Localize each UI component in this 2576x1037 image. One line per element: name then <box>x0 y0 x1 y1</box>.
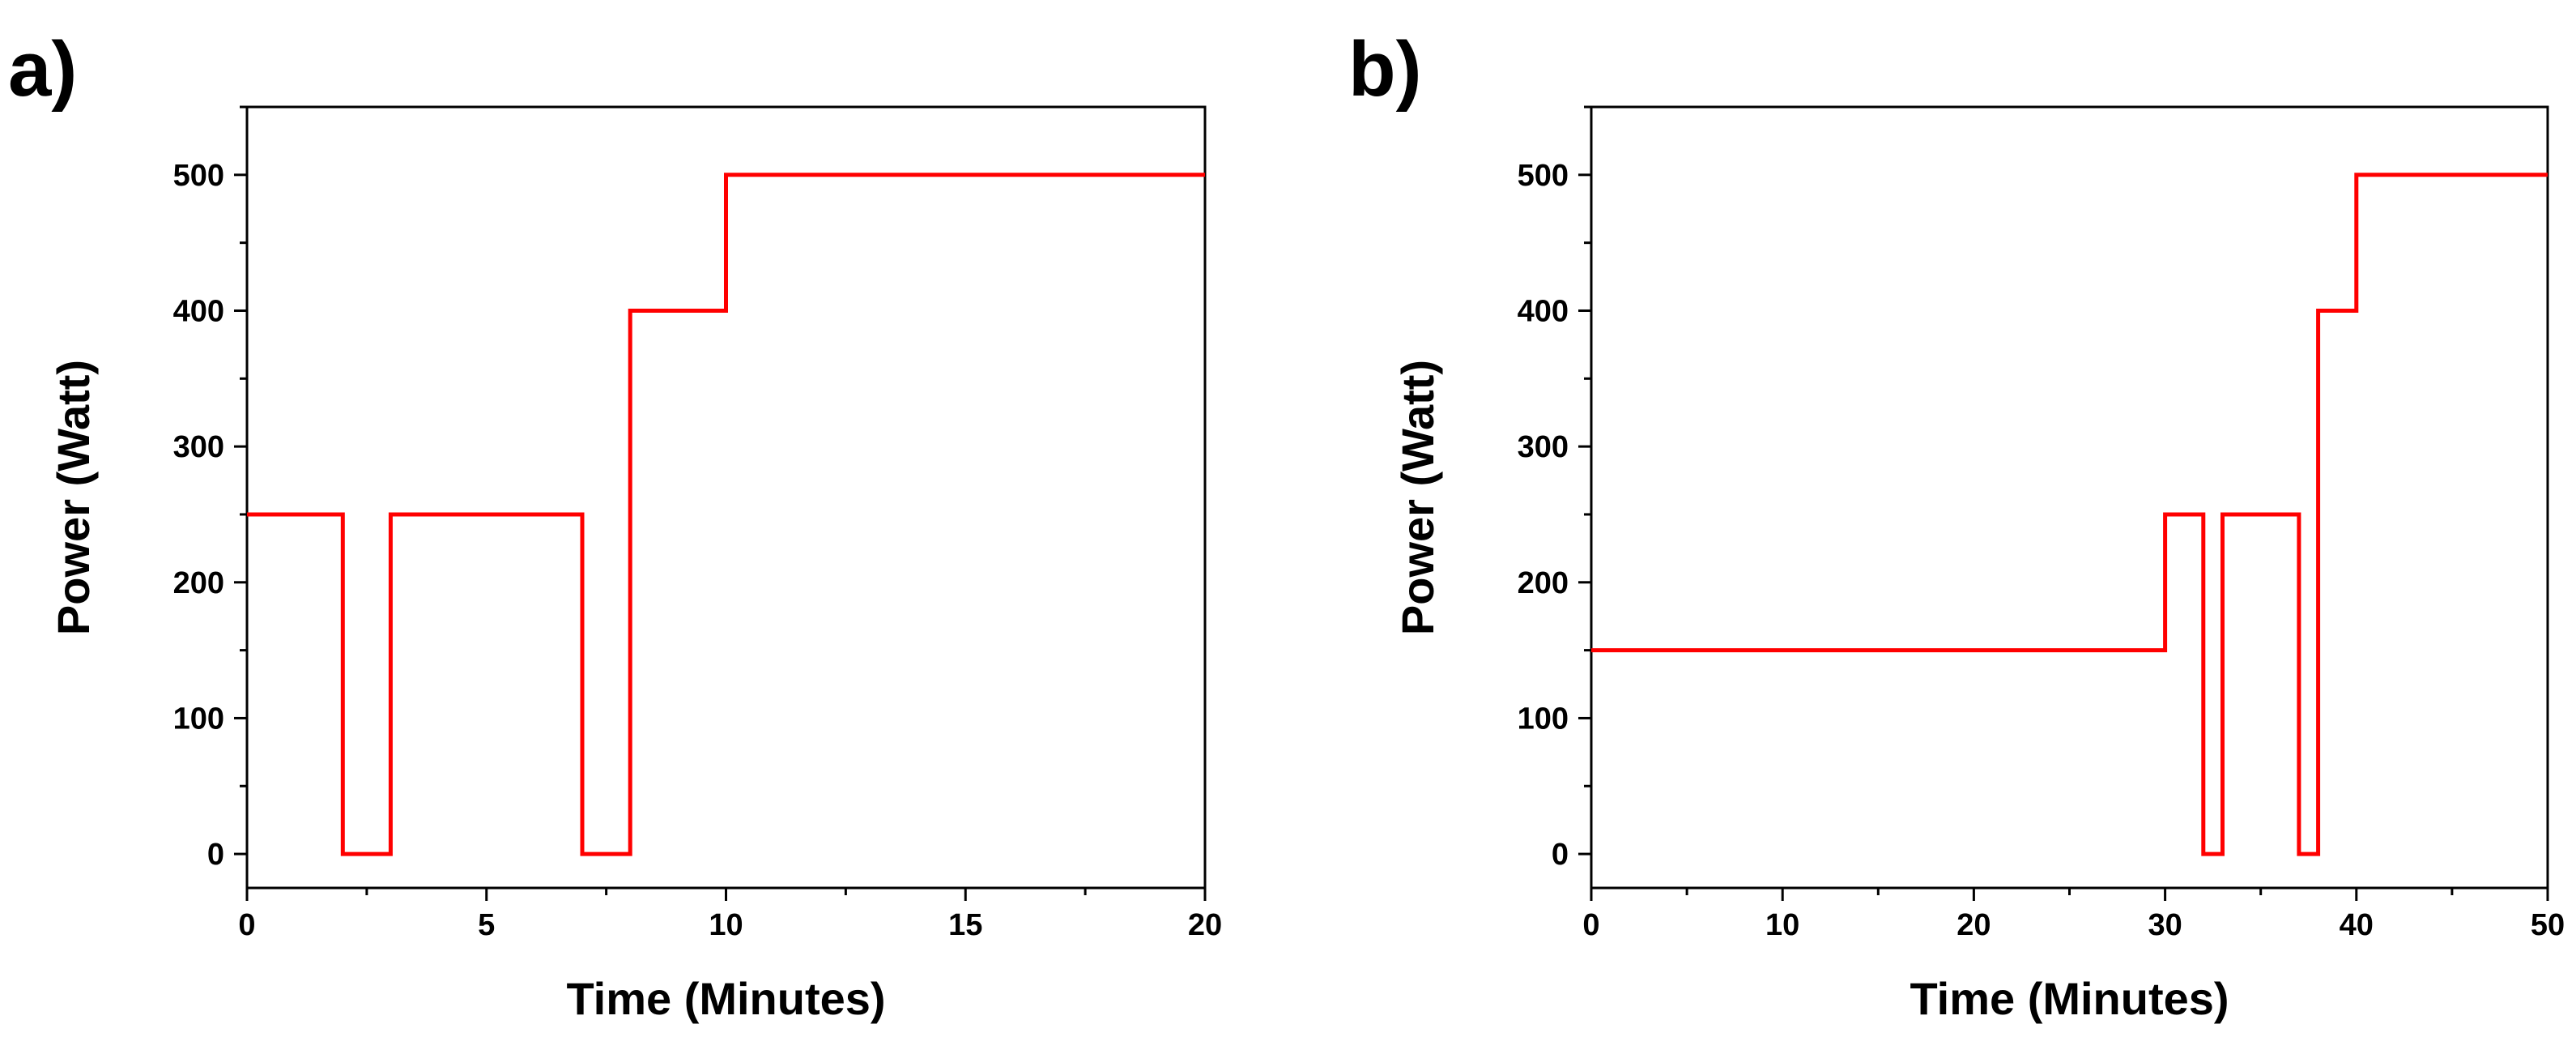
series-line <box>1591 173 2548 856</box>
x-tick-label: 40 <box>2340 908 2374 942</box>
x-tick-label: 10 <box>709 908 743 942</box>
y-tick-label: 300 <box>1518 430 1569 464</box>
y-tick-label: 400 <box>173 294 224 328</box>
plot-frame <box>1590 105 2549 890</box>
x-axis-title: Time (Minutes) <box>566 973 885 1024</box>
x-tick-label: 50 <box>2531 908 2565 942</box>
y-tick-label: 0 <box>207 838 224 872</box>
x-axis-title: Time (Minutes) <box>1910 973 2229 1024</box>
y-tick-label: 500 <box>1518 159 1569 193</box>
x-tick-label: 10 <box>1765 908 1799 942</box>
panel-label: a) <box>8 26 77 113</box>
y-tick-label: 200 <box>1518 566 1569 600</box>
y-tick-label: 500 <box>173 159 224 193</box>
y-tick-label: 400 <box>1518 294 1569 328</box>
y-tick-label: 100 <box>1518 702 1569 736</box>
x-tick-label: 0 <box>238 908 255 942</box>
x-tick-label: 5 <box>478 908 495 942</box>
y-axis-title: Power (Watt) <box>1392 360 1443 635</box>
x-tick-label: 0 <box>1582 908 1599 942</box>
x-tick-label: 20 <box>1188 908 1222 942</box>
x-tick-label: 15 <box>948 908 982 942</box>
y-axis-title: Power (Watt) <box>48 360 99 635</box>
x-tick-label: 30 <box>2148 908 2182 942</box>
y-tick-label: 100 <box>173 702 224 736</box>
x-tick-label: 20 <box>1956 908 1991 942</box>
y-tick-label: 300 <box>173 430 224 464</box>
y-tick-label: 0 <box>1552 838 1569 872</box>
panel-label: b) <box>1348 26 1422 113</box>
y-tick-label: 200 <box>173 566 224 600</box>
series-line <box>247 173 1205 856</box>
